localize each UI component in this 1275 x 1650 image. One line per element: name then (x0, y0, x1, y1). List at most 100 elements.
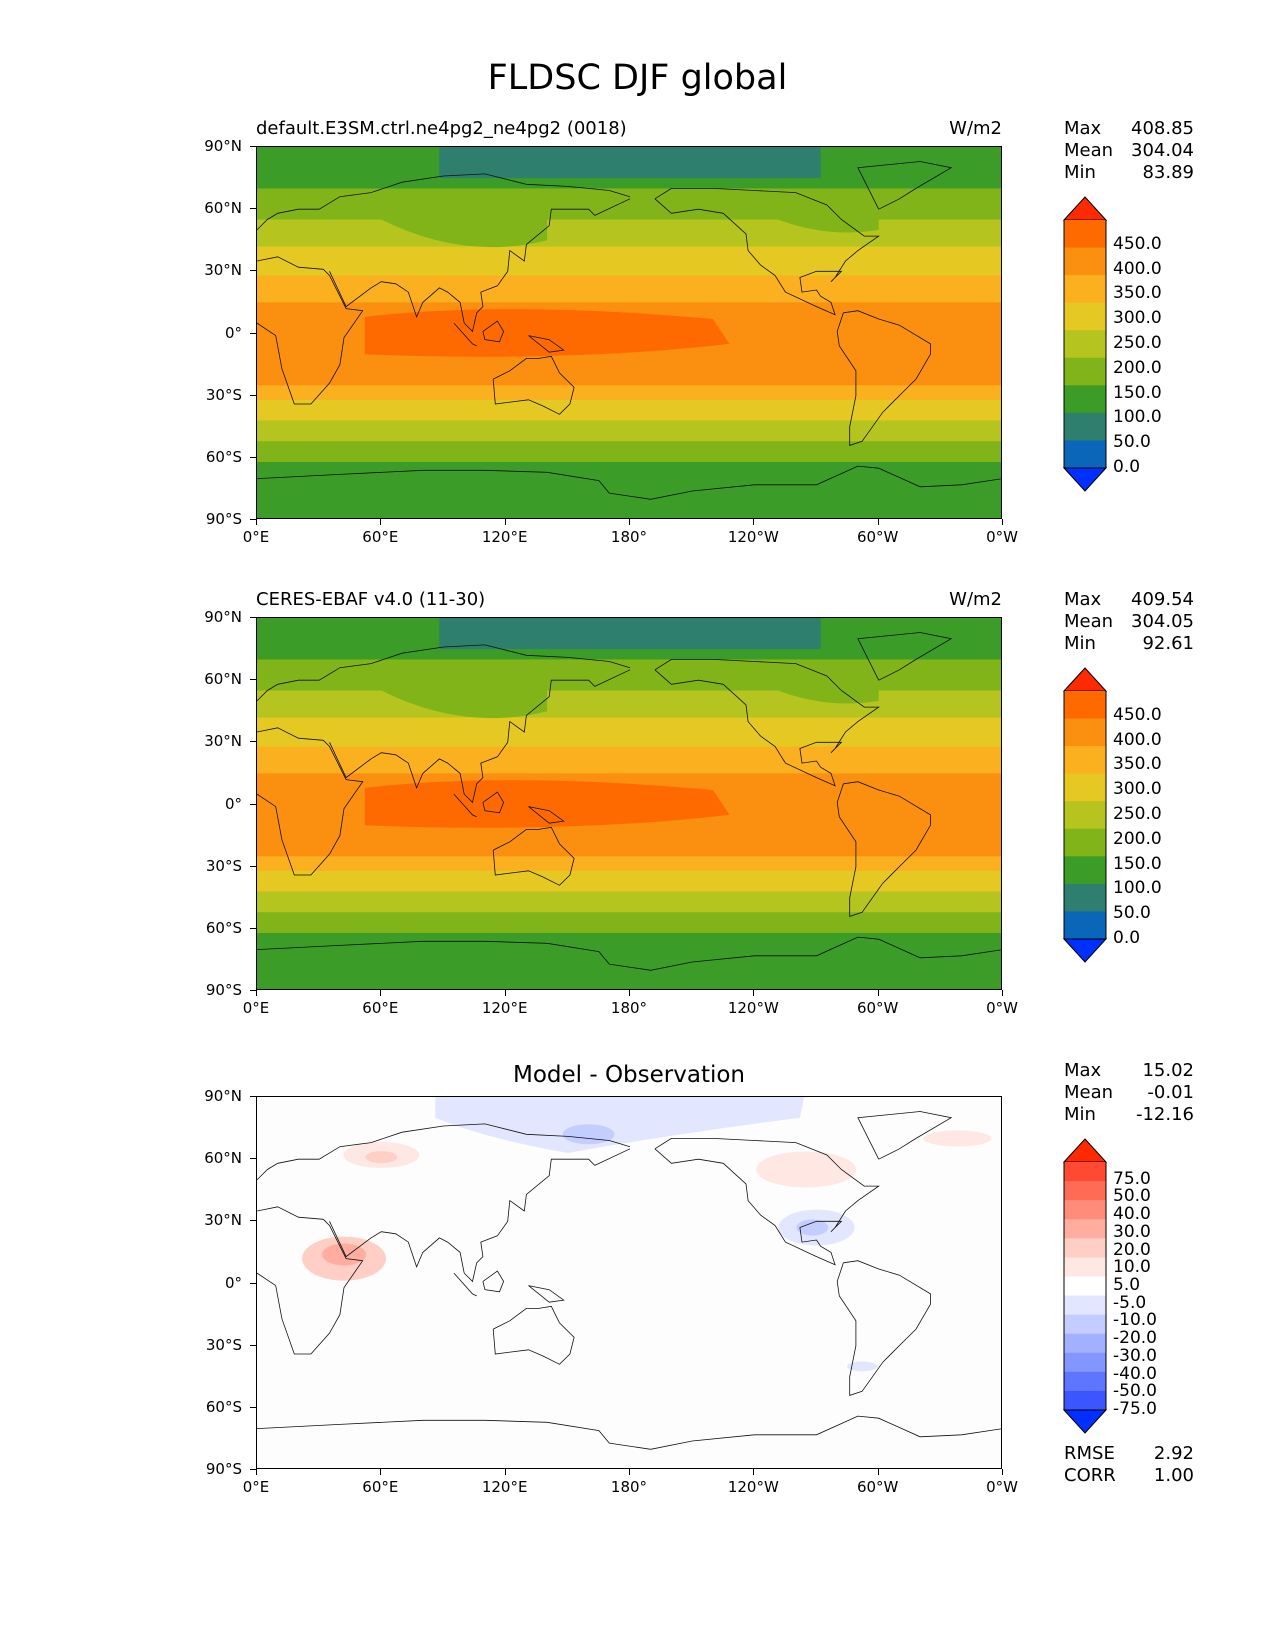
colorbar-extend-bottom (1062, 467, 1108, 492)
colorbar-tick-label: 20.0 (1113, 1239, 1151, 1260)
field-band (257, 275, 1001, 303)
rmse-value: 2.92 (1153, 1443, 1194, 1464)
field-band (257, 385, 1001, 401)
arctic-low-patch (439, 147, 821, 179)
lat-tick-mark (250, 1096, 256, 1097)
colorbar-tick-label: 50.0 (1113, 1186, 1151, 1207)
colorbar-segment (1064, 1200, 1106, 1220)
diff-colorbar-svg (1062, 1138, 1108, 1434)
coastline (453, 1272, 477, 1297)
lon-tick-label: 60°W (856, 1478, 899, 1496)
lat-tick-mark (250, 394, 256, 396)
lat-tick-label: 60°N (204, 1149, 242, 1168)
colorbar-tick-label: 300.0 (1113, 308, 1162, 329)
colorbar-tick-label: 75.0 (1113, 1168, 1151, 1189)
colorbar-tick-label: -50.0 (1113, 1381, 1157, 1402)
lon-tick-mark (753, 990, 755, 996)
colorbar-segment (1064, 911, 1106, 940)
lon-tick-label: 120°E (481, 528, 528, 546)
coastline (654, 659, 880, 787)
namerica-cool-patch (754, 192, 879, 233)
lon-tick-label: 0°E (242, 528, 270, 546)
lat-tick-mark (250, 803, 256, 805)
colorbar-segment (1064, 1390, 1106, 1411)
lon-tick-mark (629, 1469, 630, 1475)
colorbar-tick-label: 450.0 (1113, 233, 1162, 254)
model-field-map (256, 146, 1002, 519)
field-band (257, 717, 1001, 747)
patagonia-neg-patch (847, 1361, 878, 1372)
lon-tick-mark (877, 990, 879, 996)
lat-tick-label: 30°N (204, 261, 242, 280)
colorbar-segment (1064, 1295, 1106, 1316)
lon-tick-mark (504, 519, 506, 525)
colorbar-tick-label: 50.0 (1113, 903, 1151, 924)
lat-tick-mark (250, 1282, 256, 1284)
siberia-neg-core (562, 1124, 615, 1145)
stat-mean-value: -0.01 (1147, 1082, 1194, 1103)
stat-max-label: Max (1064, 589, 1102, 610)
lon-tick-mark (504, 1469, 506, 1475)
lon-tick-mark (380, 1469, 382, 1475)
coastline (482, 1270, 505, 1293)
colorbar-segment (1064, 357, 1106, 386)
lon-tick-label: 60°E (362, 1478, 399, 1496)
colorbar-tick-label: -20.0 (1113, 1328, 1157, 1349)
lat-tick-mark (250, 456, 256, 458)
colorbar-segment (1064, 247, 1106, 276)
lat-tick-label: 30°S (205, 856, 242, 875)
field-band (257, 441, 1001, 463)
stat-min-value: -12.16 (1135, 1104, 1194, 1125)
lon-tick-label: 0°W (986, 528, 1018, 546)
colorbar-tick-label: 0.0 (1113, 928, 1141, 948)
lat-tick-mark (250, 1344, 256, 1346)
panel-diff: Model - Observation 90°N 60°N 30°N 0° 30°S 60… (0, 1062, 1275, 1536)
figure-title: FLDSC DJF global (487, 58, 788, 98)
lon-tick-label: 60°W (856, 999, 899, 1017)
field-band (257, 870, 1001, 893)
colorbar-outline (1063, 1162, 1107, 1410)
lon-tick-label: 60°W (856, 528, 899, 546)
lon-tick-mark (877, 519, 879, 525)
lon-tick-label: 180° (610, 999, 648, 1017)
colorbar-tick-label: -40.0 (1113, 1363, 1157, 1384)
colorbar-outline (1063, 220, 1107, 468)
colorbar-outline (1063, 691, 1107, 939)
lon-tick-label: 0°E (242, 999, 270, 1017)
lon-tick-mark (753, 519, 755, 525)
panel-obs-title: CERES-EBAF v4.0 (11-30) (256, 589, 486, 610)
corr-value: 1.00 (1153, 1465, 1194, 1486)
lat-tick-label: 90°N (204, 608, 242, 626)
colorbar-tick-label: 250.0 (1113, 804, 1162, 824)
asia-cool-patch (381, 205, 548, 248)
coastline (492, 826, 575, 886)
lon-tick-label: 60°E (362, 999, 399, 1017)
coastline (482, 320, 505, 343)
colorbar-tick-label: 200.0 (1113, 357, 1162, 378)
ural-pos-core (365, 1151, 398, 1164)
stat-max-value: 15.02 (1142, 1060, 1194, 1081)
stat-min-label: Min (1064, 162, 1096, 183)
colorbar-tick-label: 30.0 (1113, 1221, 1151, 1242)
lat-tick-label: 60°N (204, 670, 242, 689)
lat-tick-label: 60°S (205, 1397, 242, 1416)
colorbar-tick-label: 200.0 (1113, 828, 1162, 849)
coastline (453, 793, 477, 818)
diff-colorbar (1062, 1138, 1108, 1438)
diff-field-svg (257, 1097, 1001, 1468)
lon-tick-mark (256, 1469, 257, 1475)
antarctica-field (257, 947, 1001, 989)
coastline (257, 1415, 1001, 1450)
lat-tick-label: 0° (224, 1273, 242, 1292)
diff-rmse-corr: RMSE 2.92 CORR 1.00 (1064, 1443, 1194, 1487)
colorbar-tick-label: 150.0 (1113, 853, 1162, 874)
coastline (453, 322, 477, 347)
corr-label: CORR (1064, 1465, 1116, 1486)
lat-tick-mark (250, 1406, 256, 1408)
lat-tick-label: 30°N (204, 1211, 242, 1230)
lat-tick-mark (250, 270, 256, 272)
lat-tick-mark (250, 1469, 256, 1470)
stat-mean-value: 304.05 (1131, 611, 1194, 632)
colorbar-tick-label: 300.0 (1113, 779, 1162, 800)
lon-tick-mark (1002, 1469, 1003, 1475)
